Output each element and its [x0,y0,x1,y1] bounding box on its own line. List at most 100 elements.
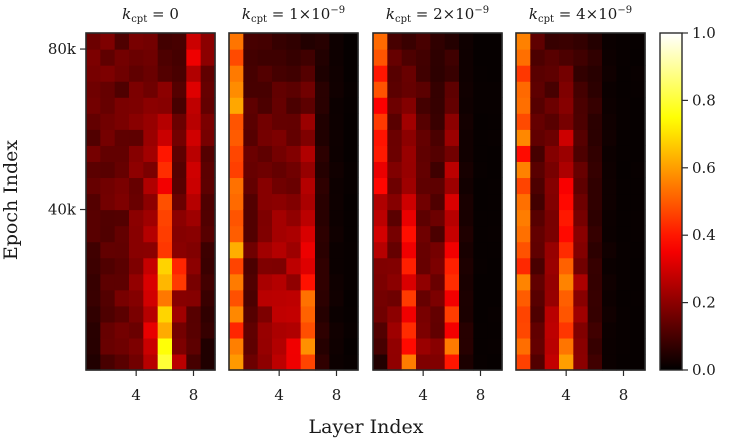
heatmap-cell [257,97,273,114]
heatmap-cell [530,289,546,307]
heatmap-cell [416,193,431,211]
heatmap-cell [172,129,187,146]
heatmap-cell [200,129,216,146]
heatmap-cell [114,145,130,162]
heatmap-cell [630,113,646,130]
heatmap-cell [430,257,446,275]
heatmap-cell [257,241,273,259]
heatmap-cell [473,145,489,162]
heatmap-cell [157,209,173,227]
heatmap-cell [602,305,617,323]
heatmap-cell [530,129,546,146]
heatmap-cell [373,145,388,162]
heatmap-cell [516,65,531,82]
heatmap-cell [373,33,388,50]
heatmap-cell [129,337,144,355]
heatmap-cell [286,273,302,291]
heatmap-cell [430,193,446,211]
panel-1: kcpt = 0 [85,5,216,371]
heatmap-cell [573,145,589,162]
heatmap-cell [602,209,617,227]
heatmap-cell [157,97,173,114]
colorbar-tick-label: 0.2 [692,294,716,312]
heatmap-cell [444,33,460,50]
heatmap-cell [186,257,202,275]
heatmap-cell [300,81,316,98]
heatmap-cell [100,65,116,82]
heatmap-cell [602,81,617,98]
heatmap-cell [243,193,259,211]
heatmap-cell [172,321,187,339]
heatmap-cell [473,257,489,275]
heatmap-cell [473,97,489,114]
heatmap-cell [286,81,302,98]
heatmap-panels: kcpt = 0 kcpt = 1×10−9 kcpt = 2×10−9 kcpt =… [85,5,646,371]
heatmap-cell [315,161,330,179]
heatmap-cell [516,337,531,355]
heatmap-cell [257,177,273,195]
heatmap-cell [444,129,460,146]
heatmap-cell [286,33,302,50]
heatmap-cell [373,97,388,114]
heatmap-cell [559,337,574,355]
heatmap-cell [286,193,302,211]
panel-frame [372,32,503,371]
heatmap-cell [129,273,144,291]
heatmap-cell [143,353,159,371]
heatmap-cell [315,241,330,259]
heatmap-cell [315,129,330,146]
heatmap-cell [373,257,388,275]
heatmap-cell [373,49,388,66]
heatmap-cell [200,97,216,114]
heatmap-cell [530,97,546,114]
heatmap-cell [243,81,259,98]
heatmap-cell [487,337,503,355]
heatmap-cell [630,161,646,179]
heatmap-cell [229,97,244,114]
heatmap-cell [100,145,116,162]
heatmap-cell [630,289,646,307]
heatmap-cell [229,209,244,227]
heatmap-cell [186,33,202,50]
heatmap-cell [243,241,259,259]
heatmap-cell [86,337,101,355]
heatmap-cell [387,49,403,66]
heatmap-cell [487,305,503,323]
heatmap-cell [416,161,431,179]
heatmap-cell [315,257,330,275]
heatmap-cell [559,177,574,195]
heatmap-cell [616,65,632,82]
heatmap-cell [272,49,287,66]
heatmap-cell [587,193,603,211]
x-axes: 4 8 4 8 4 8 4 8 [131,370,628,404]
panel-title: kcpt = 1×10−9 [242,5,345,25]
heatmap-cell [329,177,345,195]
heatmap-cell [229,113,244,130]
heatmap-cell [229,353,244,371]
heatmap-cell [387,33,403,50]
heatmap-cell [630,209,646,227]
heatmap-cell [114,161,130,179]
heatmap-cell [172,97,187,114]
heatmap-cell [430,353,446,371]
heatmap-cell [200,177,216,195]
heatmap-cell [573,113,589,130]
heatmap-cell [186,129,202,146]
heatmap-cell [516,273,531,291]
heatmap-cell [257,321,273,339]
heatmap-cell [444,225,460,243]
heatmap-cell [530,337,546,355]
heatmap-cell [300,193,316,211]
heatmap-cell [544,49,560,66]
heatmap-cell [257,193,273,211]
heatmap-cell [257,129,273,146]
heatmap-cell [143,289,159,307]
heatmap-cell [630,305,646,323]
heatmap-cell [544,113,560,130]
heatmap-cell [444,193,460,211]
heatmap-cell [143,273,159,291]
heatmap-cell [573,273,589,291]
heatmap-cell [243,129,259,146]
heatmap-cell [243,305,259,323]
heatmap-cell [573,33,589,50]
